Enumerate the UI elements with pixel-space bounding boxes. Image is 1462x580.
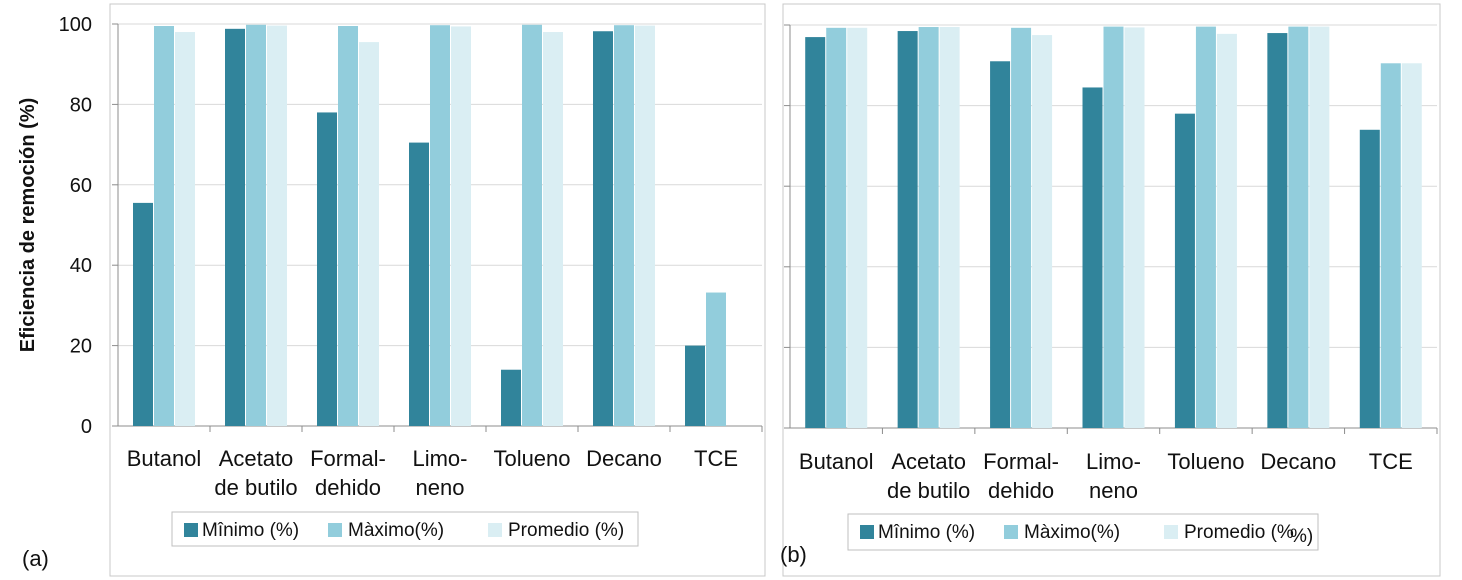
bar xyxy=(1124,27,1145,428)
bar xyxy=(522,24,542,427)
legend-swatch xyxy=(488,523,502,537)
bar xyxy=(1288,26,1309,428)
bar xyxy=(1267,33,1288,429)
legend-swatch xyxy=(1004,525,1018,539)
bar xyxy=(1216,33,1237,429)
bar xyxy=(1195,26,1216,428)
legend-label: Promedio (%) xyxy=(508,520,624,541)
legend-box xyxy=(171,511,639,547)
bar xyxy=(1174,113,1195,428)
category-label: Formal- xyxy=(983,449,1059,474)
bar xyxy=(635,25,655,426)
bar xyxy=(847,27,868,429)
legend-label: Màximo(%) xyxy=(348,520,444,541)
category-label: Decano xyxy=(1260,449,1336,474)
bar xyxy=(267,25,287,426)
bar xyxy=(1032,35,1053,428)
bar xyxy=(1082,87,1103,428)
bar xyxy=(1401,63,1422,428)
bar xyxy=(1103,26,1124,428)
bar xyxy=(1011,27,1032,429)
category-label: neno xyxy=(1089,478,1138,503)
category-label: Formal- xyxy=(310,446,386,471)
bar xyxy=(614,25,634,427)
legend-box xyxy=(847,513,1319,551)
y-tick-label: 40 xyxy=(70,255,92,277)
bar xyxy=(133,202,153,426)
bar xyxy=(1309,26,1330,428)
bar xyxy=(543,32,563,426)
bar xyxy=(338,26,358,426)
category-label: Decano xyxy=(586,446,662,471)
legend-label-tail: %) xyxy=(1290,526,1313,547)
category-label: Acetato xyxy=(219,446,294,471)
bar xyxy=(359,42,379,427)
category-label: TCE xyxy=(694,446,738,471)
bar xyxy=(154,26,174,426)
panel-b: Butanol Acetato de butilo Formal-dehido Limo… xyxy=(780,3,1441,577)
bar xyxy=(246,24,266,427)
bar xyxy=(805,37,826,429)
category-label: de butilo xyxy=(214,475,297,500)
legend-label: Màximo(%) xyxy=(1024,522,1120,543)
panel-frame xyxy=(109,3,766,577)
y-tick-label: 60 xyxy=(70,175,92,197)
category-label: dehido xyxy=(315,475,381,500)
bar xyxy=(451,26,471,427)
bar xyxy=(1359,129,1380,428)
panel-a: 0 20 40 60 80 100 Eficiencia de remoción (%) Bu… xyxy=(17,3,766,577)
y-axis-title: Eficiencia de remoción (%) xyxy=(17,98,39,353)
category-label: Limo- xyxy=(1086,449,1141,474)
bar xyxy=(430,25,450,427)
legend-label: Mînimo (%) xyxy=(878,522,975,543)
category-label: Butanol xyxy=(127,446,202,471)
y-tick-label: 80 xyxy=(70,94,92,116)
bar xyxy=(225,28,245,426)
legend-label: Promedio (% xyxy=(1184,522,1294,543)
legend-swatch xyxy=(860,525,874,539)
legend-swatch xyxy=(1164,525,1178,539)
panel-label: (a) xyxy=(22,546,49,571)
y-tick-label: 20 xyxy=(70,336,92,358)
bar xyxy=(826,27,847,429)
bar xyxy=(897,31,918,428)
bar xyxy=(593,31,613,427)
category-label: neno xyxy=(416,475,465,500)
category-label: de butilo xyxy=(887,478,970,503)
bar xyxy=(317,112,337,426)
bar xyxy=(175,32,195,426)
legend-swatch xyxy=(328,523,342,537)
bar xyxy=(939,27,960,428)
legend-swatch xyxy=(184,523,198,537)
bar xyxy=(685,345,705,426)
category-label: Tolueno xyxy=(493,446,570,471)
bar xyxy=(706,292,726,426)
bar xyxy=(409,142,429,426)
y-tick-label: 100 xyxy=(59,14,92,36)
category-label: Tolueno xyxy=(1167,449,1244,474)
category-label: Butanol xyxy=(799,449,874,474)
category-label: TCE xyxy=(1369,449,1413,474)
y-tick-label: 0 xyxy=(81,416,92,438)
bar xyxy=(918,27,939,428)
category-label: dehido xyxy=(988,478,1054,503)
bar xyxy=(990,61,1011,429)
category-label: Acetato xyxy=(891,449,966,474)
bar xyxy=(1380,63,1401,428)
panel-frame xyxy=(782,3,1441,577)
bar xyxy=(501,369,521,426)
legend-label: Mînimo (%) xyxy=(202,520,299,541)
panel-label: (b) xyxy=(780,542,807,567)
category-label: Limo- xyxy=(412,446,467,471)
